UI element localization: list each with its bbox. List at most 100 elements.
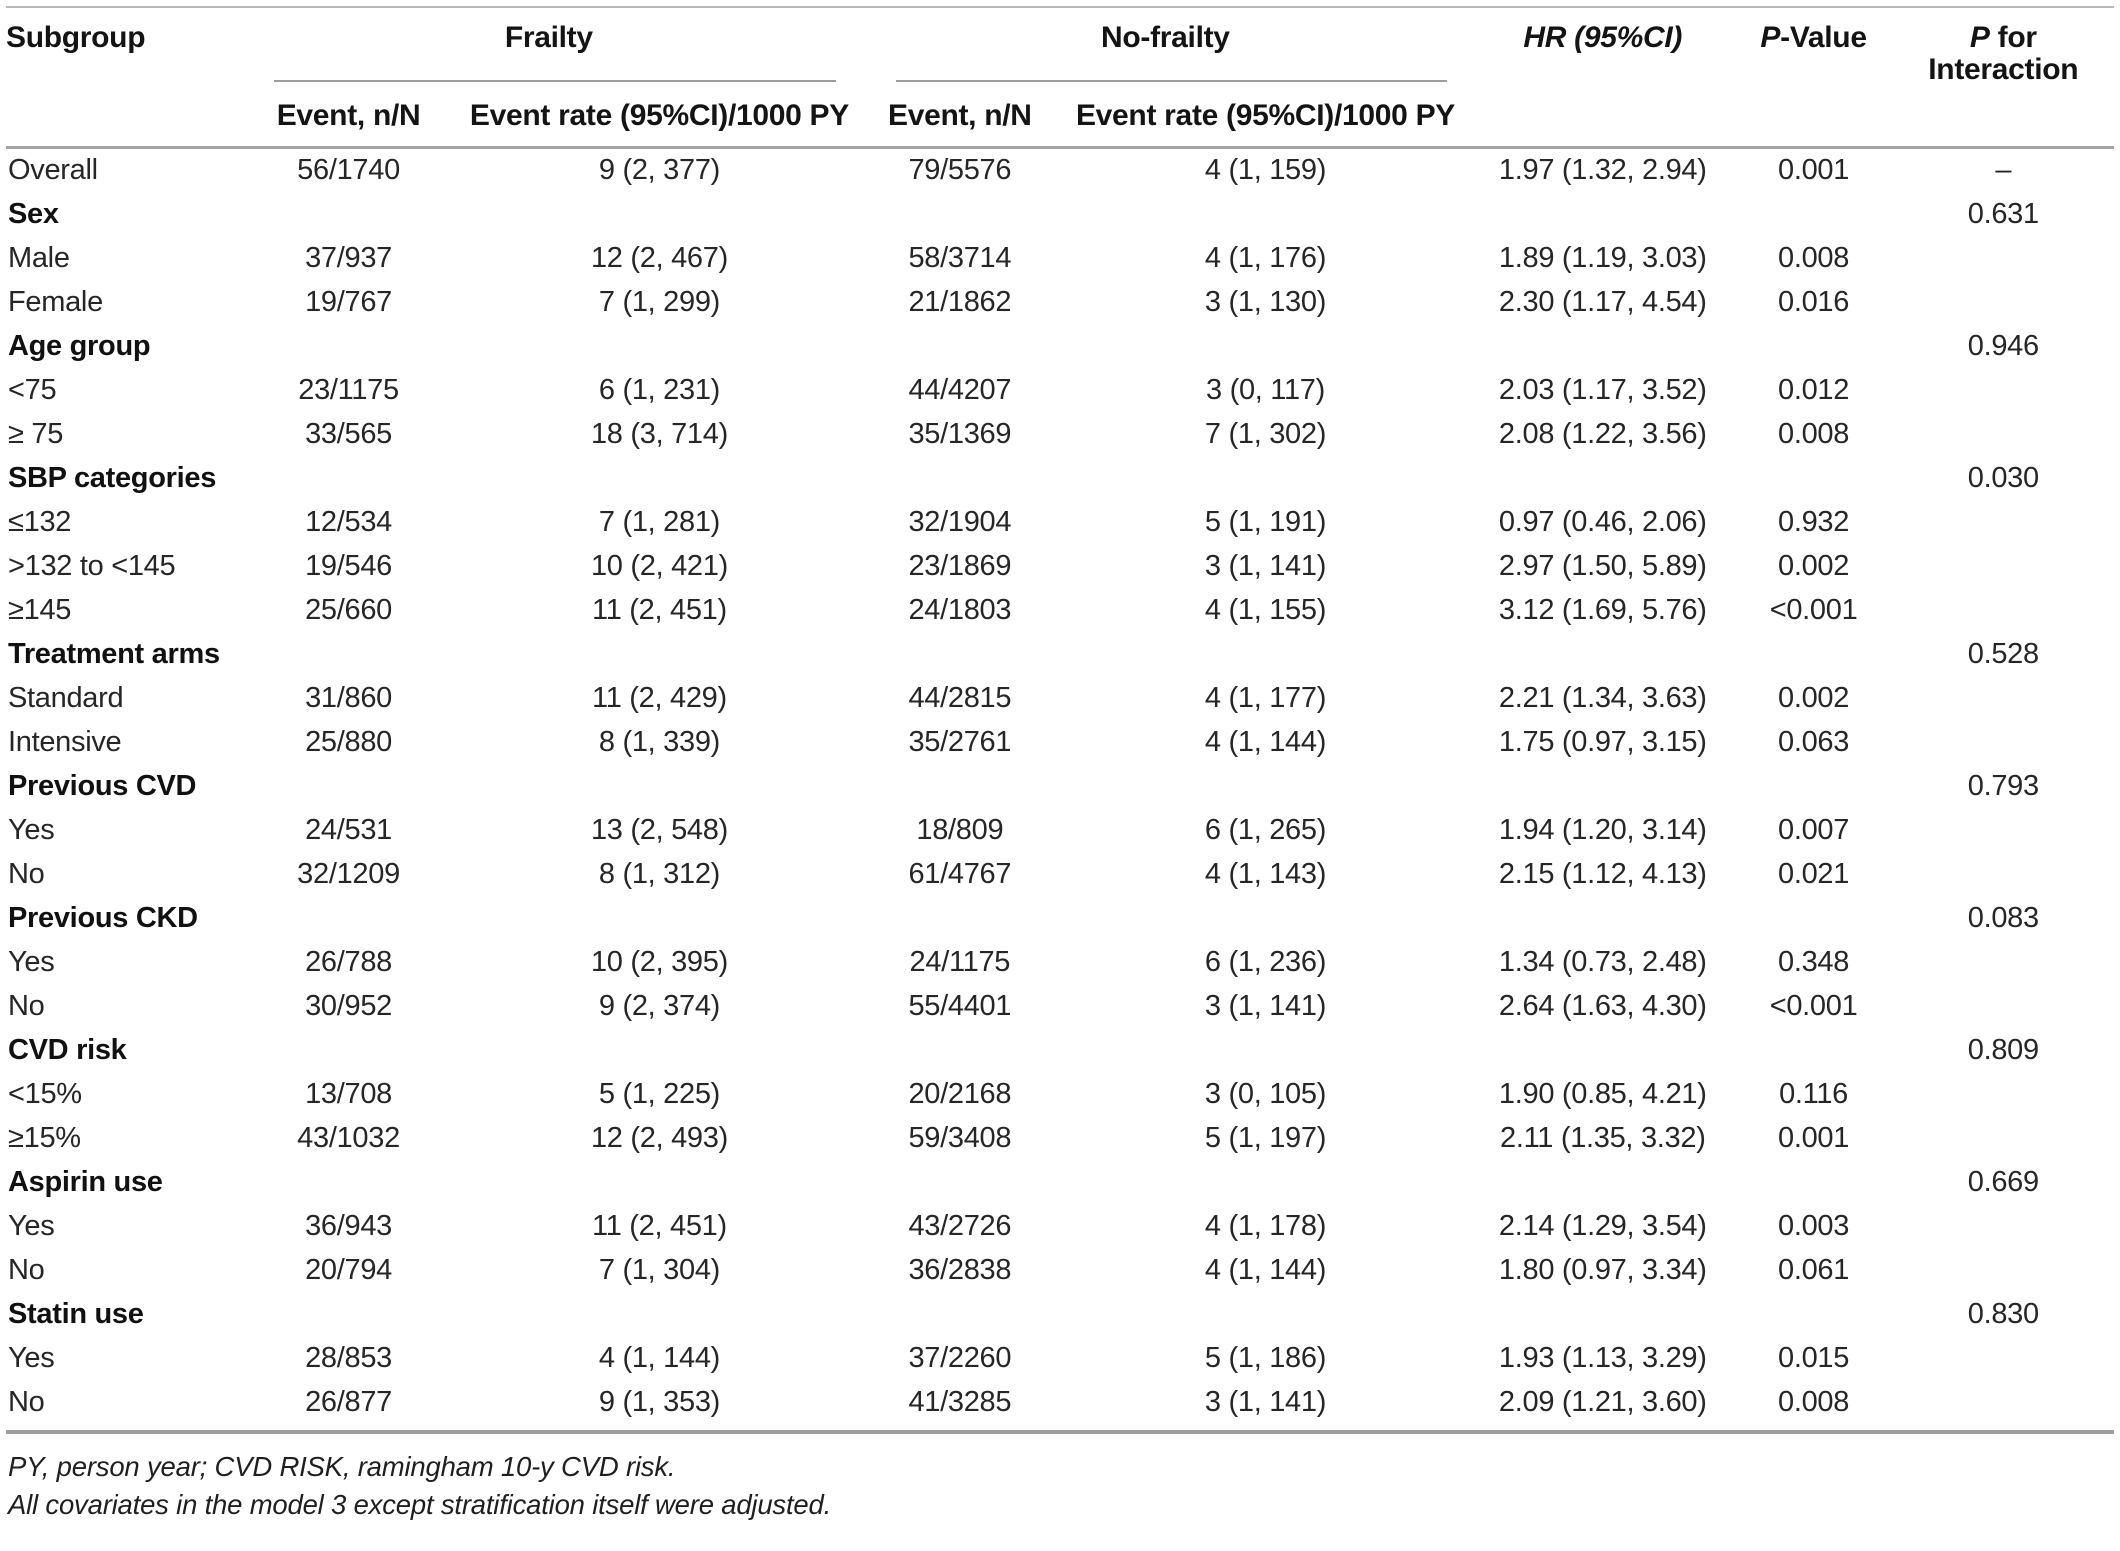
hr-cell: 1.89 (1.19, 3.03): [1498, 242, 1707, 274]
column-header-no-frailty-event-rate: Event rate (95%CI)/1000 PY: [1059, 82, 1472, 149]
frailty-event-n-cell: 26/788: [305, 946, 392, 978]
frailty-event-rate-cell: [459, 193, 860, 237]
frailty-event-n-cell: 31/860: [305, 682, 392, 714]
hr-cell: [1471, 1029, 1735, 1073]
no-frailty-event-n-cell: [860, 1293, 1060, 1337]
p-value-cell: 0.061: [1778, 1254, 1850, 1286]
subgroup-label-cell: Male: [8, 242, 70, 274]
subgroup-label-cell: Age group: [8, 330, 151, 362]
no-frailty-event-n-cell: 44/2815: [908, 682, 1012, 714]
no-frailty-event-rate-cell: 6 (1, 236): [1204, 946, 1327, 978]
column-header-p-interaction: P for Interaction: [1892, 7, 2114, 149]
column-header-frailty-event-n: Event, n/N: [237, 82, 460, 149]
no-frailty-event-rate-cell: 3 (1, 130): [1204, 286, 1327, 318]
hr-cell: 1.90 (0.85, 4.21): [1498, 1078, 1707, 1110]
subgroup-label-cell: ≥ 75: [8, 418, 64, 450]
frailty-event-rate-cell: 4 (1, 144): [598, 1342, 721, 1374]
p-interaction-cell: [1893, 853, 2114, 897]
hr-cell: 2.08 (1.22, 3.56): [1498, 418, 1707, 450]
p-interaction-cell: –: [1995, 154, 2012, 186]
p-value-cell: 0.002: [1778, 682, 1850, 714]
p-value-cell: [1735, 457, 1893, 501]
table-body: Overall 56/1740 9 (2, 377) 79/5576 4 (1,…: [6, 148, 2114, 1434]
p-interaction-cell: [1893, 413, 2114, 457]
subgroup-label-cell: <75: [8, 374, 57, 406]
frailty-event-n-cell: 30/952: [305, 990, 392, 1022]
header-row-subcolumns: Event, n/N Event rate (95%CI)/1000 PY Ev…: [6, 82, 2114, 149]
table-row: Yes 28/853 4 (1, 144) 37/2260 5 (1, 186)…: [6, 1337, 2114, 1381]
hr-cell: 2.64 (1.63, 4.30): [1498, 990, 1707, 1022]
subgroup-label-cell: Intensive: [8, 726, 122, 758]
no-frailty-event-n-cell: 35/1369: [908, 418, 1012, 450]
subgroup-label-cell: ≤132: [8, 506, 72, 538]
table-row: CVD risk 0.809: [6, 1029, 2114, 1073]
frailty-event-rate-cell: [459, 897, 860, 941]
hr-cell: 2.97 (1.50, 5.89): [1498, 550, 1707, 582]
subgroup-label-cell: ≥15%: [8, 1122, 81, 1154]
no-frailty-event-n-cell: 37/2260: [908, 1342, 1012, 1374]
frailty-event-rate-cell: 10 (2, 395): [590, 946, 728, 978]
subgroup-label-cell: Yes: [8, 814, 55, 846]
p-value-cell: 0.116: [1779, 1078, 1849, 1110]
p-interaction-cell: 0.669: [1967, 1166, 2039, 1198]
subgroup-label-cell: Treatment arms: [8, 638, 220, 670]
frailty-event-rate-cell: 8 (1, 312): [598, 858, 721, 890]
table-row: ≥145 25/660 11 (2, 451) 24/1803 4 (1, 15…: [6, 589, 2114, 633]
table-row: Intensive 25/880 8 (1, 339) 35/2761 4 (1…: [6, 721, 2114, 765]
table-row: Treatment arms 0.528: [6, 633, 2114, 677]
no-frailty-event-rate-cell: [1060, 325, 1471, 369]
frailty-event-rate-cell: [459, 765, 860, 809]
no-frailty-event-rate-cell: 6 (1, 265): [1204, 814, 1327, 846]
subgroup-label-cell: Standard: [8, 682, 124, 714]
frailty-event-n-cell: 32/1209: [297, 858, 400, 890]
table-row: >132 to <145 19/546 10 (2, 421) 23/1869 …: [6, 545, 2114, 589]
frailty-event-rate-cell: 11 (2, 451): [592, 594, 727, 626]
subgroup-label-cell: Overall: [8, 154, 98, 186]
frailty-event-n-cell: 37/937: [305, 242, 392, 274]
footnote-abbreviations: PY, person year; CVD RISK, ramingham 10-…: [8, 1451, 676, 1482]
no-frailty-event-n-cell: 24/1803: [908, 594, 1012, 626]
no-frailty-event-n-cell: 61/4767: [908, 858, 1012, 890]
frailty-event-rate-cell: 8 (1, 339): [598, 726, 721, 758]
p-interaction-cell: [1893, 1205, 2114, 1249]
p-interaction-cell: [1893, 941, 2114, 985]
no-frailty-event-rate-cell: 4 (1, 144): [1204, 1254, 1327, 1286]
no-frailty-event-n-cell: [860, 897, 1060, 941]
no-frailty-event-rate-cell: 3 (1, 141): [1059, 1381, 1472, 1434]
frailty-event-n-cell: 33/565: [305, 418, 392, 450]
p-interaction-cell: 0.809: [1967, 1034, 2039, 1066]
no-frailty-group-label: No-frailty: [1101, 21, 1230, 54]
p-interaction-cell: [1893, 369, 2114, 413]
p-interaction-cell: [1892, 1381, 2114, 1434]
p-interaction-italic-p: P: [1969, 21, 1990, 54]
p-value-cell: 0.001: [1778, 1122, 1850, 1154]
no-frailty-event-rate-cell: 3 (1, 141): [1204, 990, 1327, 1022]
p-interaction-cell: [1893, 545, 2114, 589]
hr-cell: 3.12 (1.69, 5.76): [1498, 594, 1707, 626]
no-frailty-event-rate-cell: 3 (1, 141): [1204, 550, 1327, 582]
frailty-group-rule: [273, 80, 836, 82]
table-row: No 26/877 9 (1, 353) 41/3285 3 (1, 141) …: [6, 1381, 2114, 1434]
frailty-event-n-cell: [238, 633, 459, 677]
no-frailty-event-rate-cell: 3 (0, 105): [1204, 1078, 1327, 1110]
hr-cell: 1.34 (0.73, 2.48): [1498, 946, 1707, 978]
frailty-event-rate-cell: 7 (1, 304): [598, 1254, 721, 1286]
p-interaction-cell: [1893, 589, 2114, 633]
no-frailty-event-rate-cell: 4 (1, 176): [1204, 242, 1327, 274]
p-value-cell: <0.001: [1769, 594, 1858, 626]
p-value-cell: 0.008: [1778, 242, 1850, 274]
p-value-cell: 0.008: [1734, 1381, 1893, 1434]
p-value-cell: [1735, 325, 1893, 369]
hr-cell: 2.30 (1.17, 4.54): [1498, 286, 1707, 318]
no-frailty-event-n-cell: 35/2761: [908, 726, 1012, 758]
p-value-cell: 0.001: [1778, 154, 1850, 186]
no-frailty-event-rate-cell: 5 (1, 197): [1204, 1122, 1327, 1154]
frailty-event-rate-cell: [459, 1029, 860, 1073]
p-value-italic-p: P: [1760, 21, 1781, 54]
subgroup-label-cell: SBP categories: [8, 462, 217, 494]
p-value-cell: [1735, 1293, 1893, 1337]
subgroup-label-cell: CVD risk: [8, 1034, 127, 1066]
no-frailty-event-n-cell: 20/2168: [908, 1078, 1012, 1110]
p-value-cell: [1735, 633, 1893, 677]
p-value-cell: [1735, 765, 1893, 809]
